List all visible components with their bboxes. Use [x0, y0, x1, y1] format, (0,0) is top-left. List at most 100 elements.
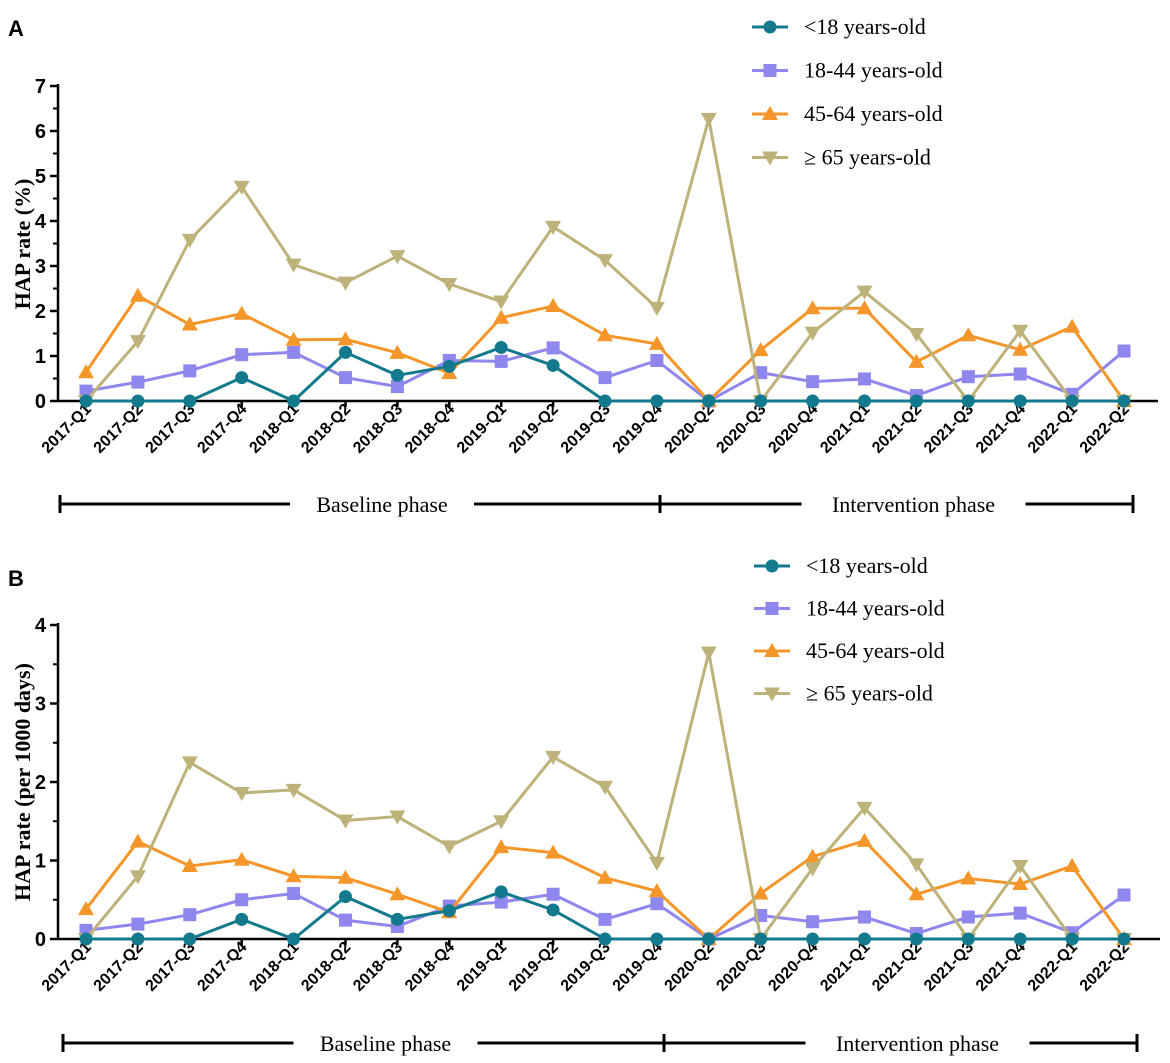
- x-tick-label-b: 2018-Q4: [402, 939, 458, 995]
- data-point-a-a45_64: [389, 344, 406, 359]
- legend-item-a-a18_44: 18-44 years-old: [752, 58, 943, 83]
- x-tick-label-b: 2019-Q1: [454, 939, 510, 995]
- data-point-a-u18: [1117, 394, 1131, 408]
- data-point-a-u18: [598, 394, 612, 408]
- data-point-a-a45_64: [960, 327, 977, 342]
- series-a: [78, 112, 1132, 409]
- data-point-b-a65: [804, 862, 821, 877]
- data-point-a-a18_44: [131, 375, 145, 389]
- y-tick-label-b: 0: [35, 929, 46, 951]
- data-point-b-a18_44: [287, 886, 301, 900]
- y-tick-label-b: 1: [35, 851, 46, 873]
- data-point-a-a18_44: [494, 354, 508, 368]
- data-point-b-a45_64: [1012, 876, 1029, 891]
- y-tick-label-a: 4: [35, 211, 47, 233]
- legend-label: 45-64 years-old: [806, 638, 945, 663]
- data-point-a-a18_44: [598, 371, 612, 385]
- data-point-a-a65: [129, 335, 146, 350]
- data-point-b-a45_64: [181, 857, 198, 872]
- data-point-b-a18_44: [961, 910, 975, 924]
- data-point-a-a65: [597, 254, 613, 269]
- x-tick-label-a: 2020-Q2: [662, 401, 718, 457]
- data-point-b-a18_44: [235, 893, 249, 907]
- x-tick-label-a: 2019-Q2: [506, 401, 562, 457]
- data-point-a-a45_64: [78, 364, 94, 379]
- data-point-b-a18_44: [1013, 906, 1027, 920]
- data-point-a-a45_64: [545, 298, 562, 313]
- data-point-b-a65: [389, 810, 406, 825]
- x-tick-label-b: 2019-Q4: [610, 939, 666, 995]
- data-point-a-a18_44: [339, 371, 352, 385]
- series-b: [78, 646, 1132, 947]
- legend-swatch-marker: [763, 20, 777, 34]
- x-tick-label-a: 2018-Q4: [402, 401, 458, 457]
- data-point-a-a45_64: [804, 300, 821, 315]
- data-point-a-a45_64: [648, 335, 665, 350]
- data-point-b-u18: [961, 932, 975, 946]
- panel-a: A HAP rate (%) <18 years-old 18-44 years-…: [8, 14, 1158, 517]
- data-point-b-u18: [806, 932, 820, 946]
- panel-letter-a: A: [8, 16, 24, 41]
- data-point-a-a65: [389, 250, 406, 265]
- data-point-a-u18: [702, 394, 716, 408]
- data-point-b-a18_44: [650, 897, 664, 911]
- x-tick-label-a: 2021-Q1: [817, 401, 873, 457]
- data-point-a-a18_44: [390, 380, 404, 394]
- data-point-b-a45_64: [129, 833, 146, 848]
- data-point-b-u18: [1013, 932, 1027, 946]
- data-point-a-a65: [908, 327, 925, 342]
- y-tick-label-b: 2: [35, 772, 46, 794]
- data-point-a-a45_64: [181, 316, 198, 331]
- x-tick-label-b: 2018-Q3: [350, 939, 406, 995]
- data-point-b-a45_64: [752, 885, 769, 900]
- y-axis-label-a: HAP rate (%): [10, 179, 35, 310]
- data-point-b-u18: [1065, 932, 1079, 946]
- x-tick-label-b: 2022-Q1: [1025, 939, 1081, 995]
- legend-item-b-a18_44: 18-44 years-old: [754, 596, 945, 621]
- x-tick-label-b: 2017-Q1: [39, 939, 95, 995]
- data-point-b-a65: [441, 840, 458, 855]
- legend-item-a-a45_64: 45-64 years-old: [752, 101, 943, 126]
- series-a-a45_64: [78, 287, 1132, 407]
- data-point-a-u18: [287, 394, 301, 408]
- series-b-a65: [78, 646, 1132, 947]
- y-tick-label-a: 6: [35, 121, 46, 143]
- x-tick-label-b: 2021-Q3: [921, 939, 977, 995]
- legend-item-a-a65: ≥ 65 years-old: [752, 145, 931, 170]
- x-tick-label-a: 2017-Q3: [143, 401, 199, 457]
- data-point-b-u18: [546, 903, 560, 917]
- data-point-b-a65: [1012, 859, 1029, 874]
- x-tick-label-a: 2017-Q2: [91, 401, 147, 457]
- x-tick-label-a: 2018-Q1: [246, 401, 302, 457]
- data-point-a-u18: [961, 394, 975, 408]
- data-point-b-a65: [493, 815, 510, 830]
- data-point-a-a45_64: [493, 309, 510, 324]
- data-point-a-a45_64: [129, 287, 146, 302]
- data-point-a-u18: [754, 394, 768, 408]
- x-tick-label-b: 2022-Q2: [1077, 939, 1133, 995]
- x-tick-label-b: 2020-Q4: [765, 939, 821, 995]
- data-point-b-a45_64: [960, 870, 977, 885]
- x-tick-label-a: 2019-Q1: [454, 401, 510, 457]
- x-tick-label-b: 2018-Q1: [246, 939, 302, 995]
- legend-swatch-marker: [764, 643, 780, 657]
- data-point-a-a65: [337, 276, 354, 291]
- data-point-a-a18_44: [183, 364, 197, 378]
- x-tick-label-a: 2017-Q1: [39, 401, 95, 457]
- data-point-a-a18_44: [546, 341, 560, 355]
- legend-swatch-marker: [764, 687, 780, 702]
- data-point-b-a45_64: [389, 886, 406, 901]
- x-tick-label-a: 2021-Q3: [921, 401, 977, 457]
- x-tick-label-a: 2021-Q2: [869, 401, 925, 457]
- y-tick-label-b: 3: [35, 694, 46, 716]
- phase-label-baseline: Baseline phase: [316, 492, 447, 517]
- data-point-a-a45_64: [752, 342, 769, 357]
- legend-item-b-u18: <18 years-old: [754, 553, 928, 578]
- data-point-a-a65: [285, 258, 302, 273]
- legend-item-a-u18: <18 years-old: [752, 14, 926, 39]
- data-point-b-u18: [390, 912, 404, 926]
- series-a-a18_44: [79, 341, 1131, 408]
- data-point-b-u18: [650, 932, 664, 946]
- legend-swatch-marker: [762, 106, 778, 120]
- data-point-b-u18: [339, 890, 352, 904]
